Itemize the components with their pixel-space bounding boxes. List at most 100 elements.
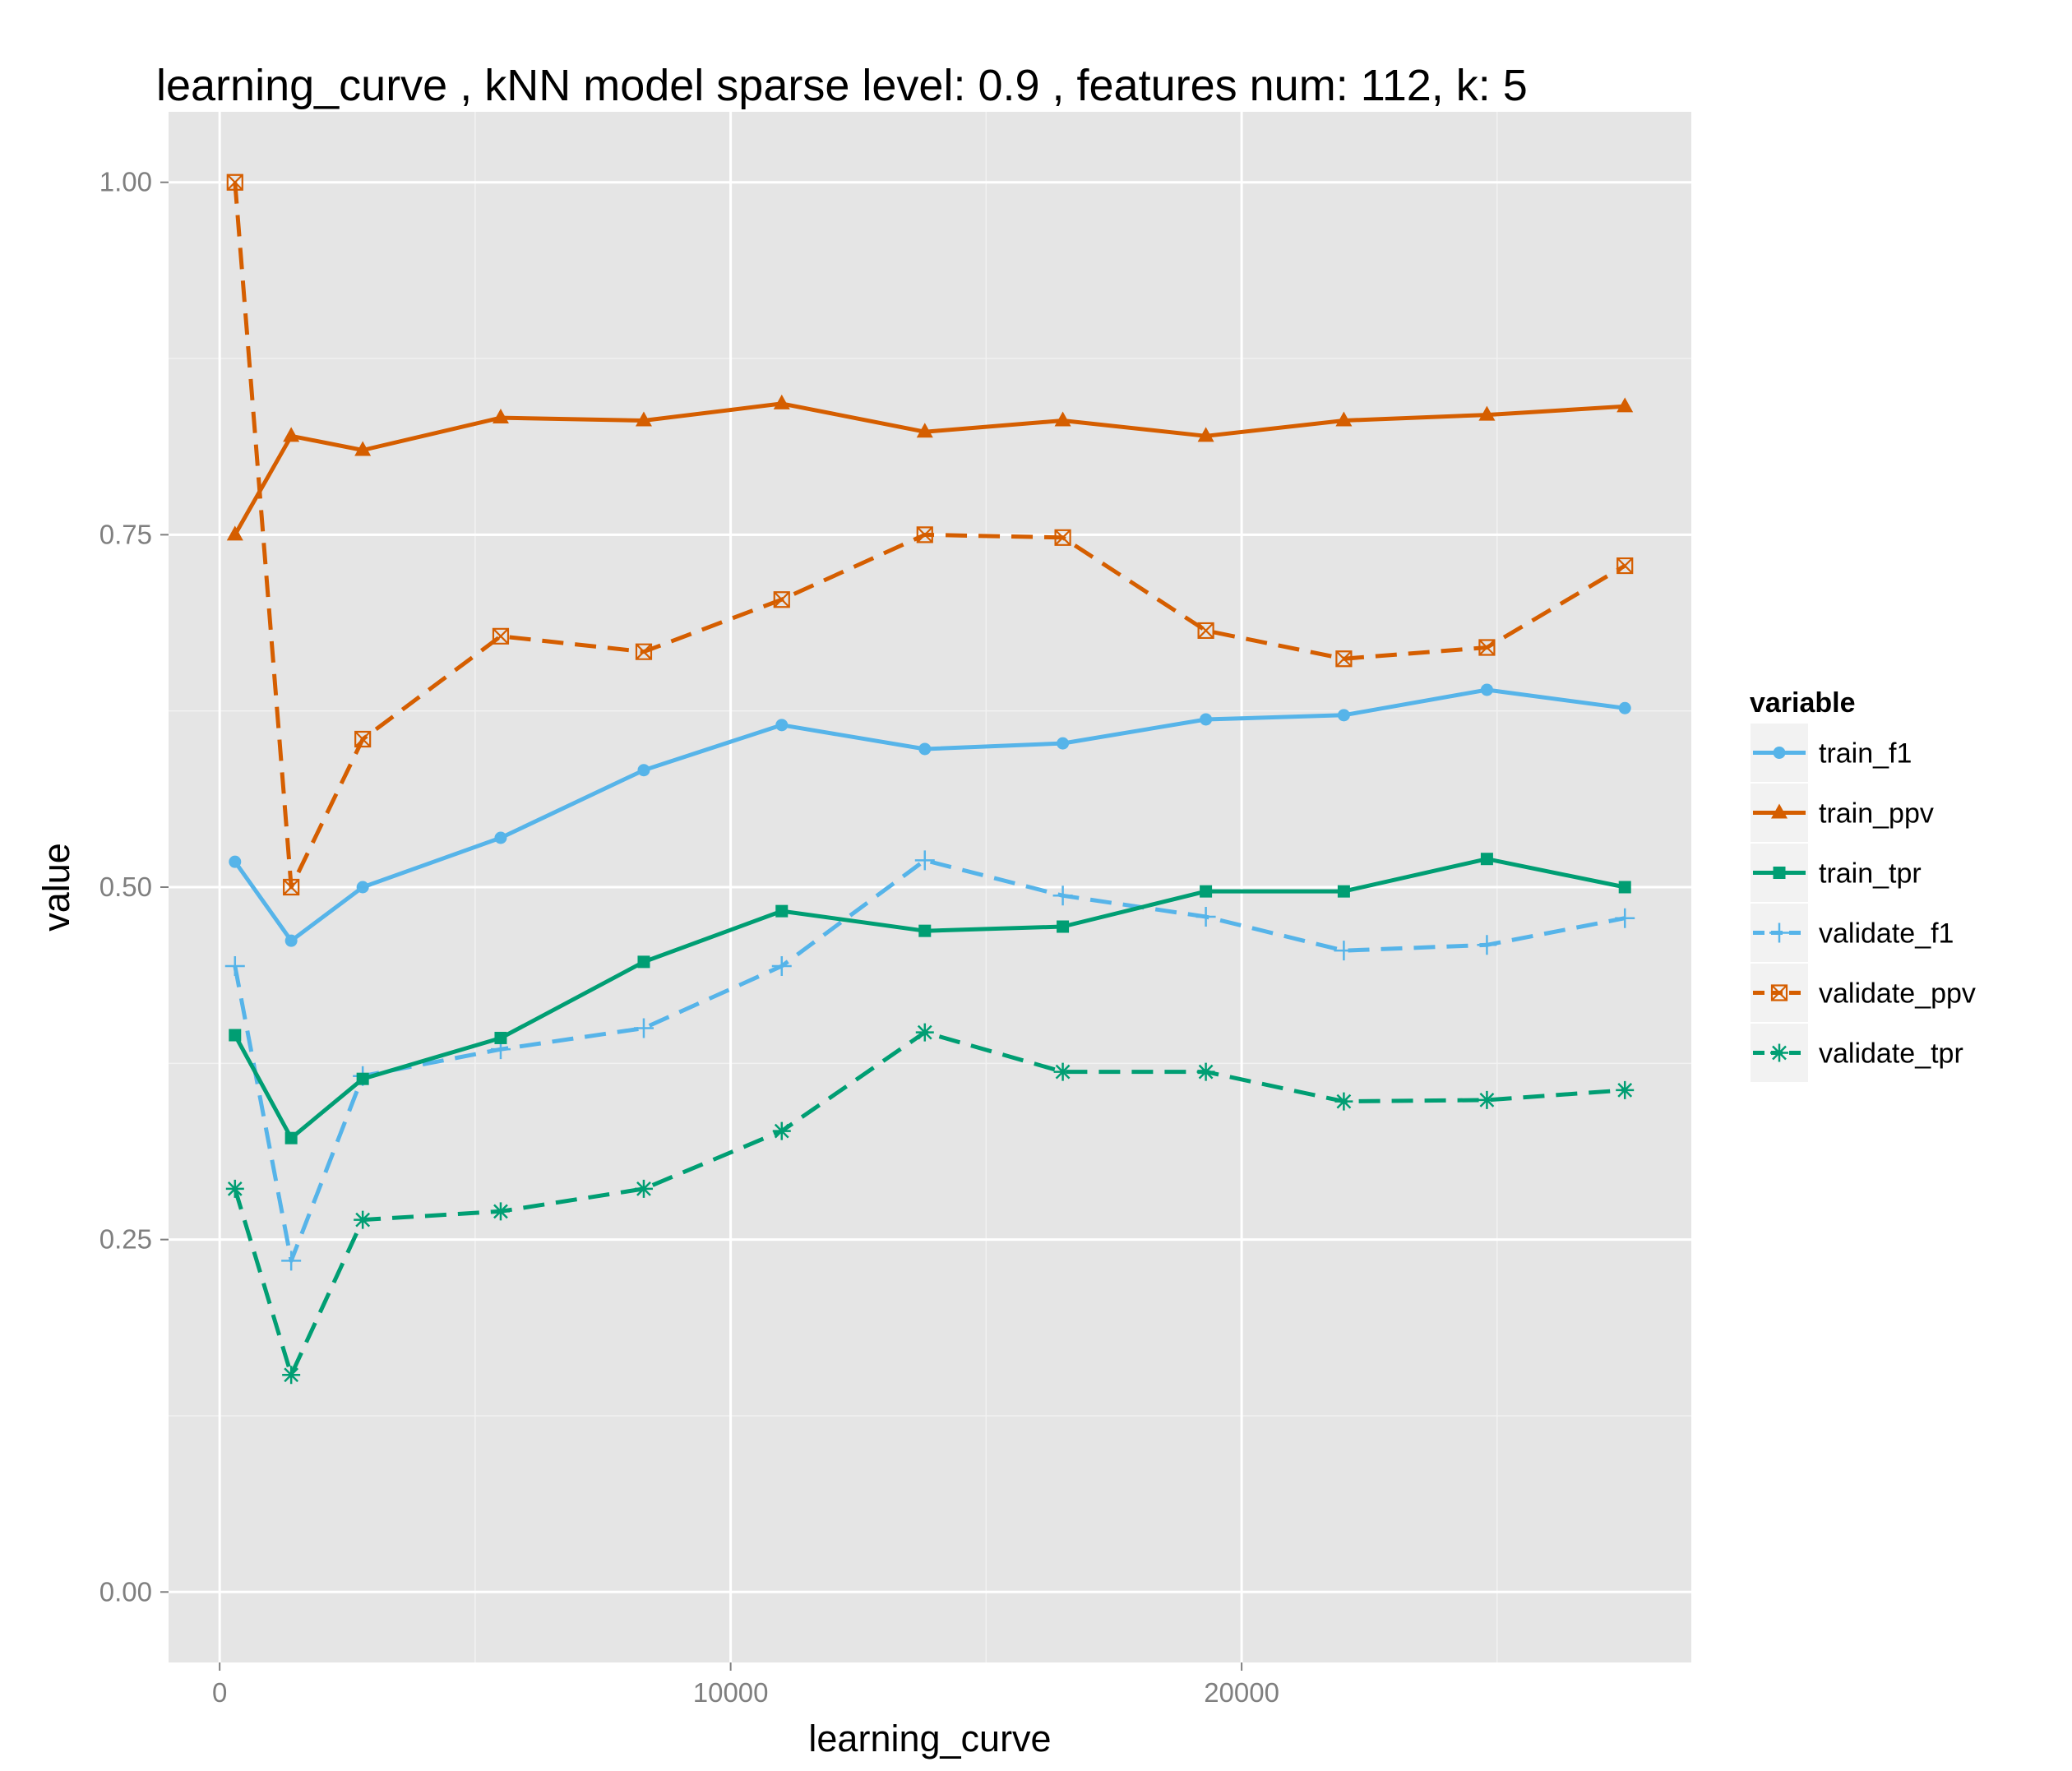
legend-title: variable	[1750, 687, 1856, 719]
series-validate_tpr	[225, 1023, 1635, 1385]
x-tick-label: 0	[212, 1677, 227, 1708]
series-line-train_tpr	[233, 857, 1626, 1140]
data-point-train_ppv	[492, 409, 509, 424]
data-point-validate_tpr	[772, 1121, 791, 1140]
data-point-validate_f1	[771, 956, 792, 977]
data-point-validate_f1	[1615, 908, 1635, 928]
series-layer	[224, 173, 1635, 1385]
legend-marker	[1771, 803, 1788, 819]
data-point-validate_tpr	[634, 1179, 653, 1198]
data-point-train_tpr	[229, 1029, 242, 1042]
data-point-train_tpr	[356, 1072, 369, 1085]
legend-label: train_tpr	[1819, 858, 1922, 890]
data-point-train_tpr	[494, 1031, 507, 1044]
legend-label: validate_tpr	[1819, 1038, 1963, 1070]
series-validate_ppv	[226, 173, 1634, 896]
data-point-validate_f1	[281, 1251, 302, 1271]
legend-item-train_ppv: train_ppv	[1749, 782, 1934, 844]
data-point-train_tpr	[284, 1131, 298, 1144]
data-point-train_tpr	[637, 955, 650, 969]
axes: 0 10000 20000 0.00 0.25 0.50 0.75 1.00	[99, 167, 1279, 1708]
data-point-validate_ppv	[283, 878, 300, 896]
data-point-train_ppv	[635, 411, 652, 427]
data-point-validate_ppv	[1478, 639, 1496, 656]
data-point-train_ppv	[1478, 405, 1496, 421]
chart-title: learning_curve , kNN model sparse level:…	[156, 61, 1528, 110]
data-point-train_f1	[494, 831, 507, 844]
legend-label: train_f1	[1819, 738, 1912, 770]
data-point-train_f1	[1200, 713, 1213, 726]
data-point-train_tpr	[1618, 881, 1631, 894]
series-line-validate_f1	[233, 858, 1626, 1263]
data-point-train_ppv	[1335, 411, 1353, 427]
data-point-train_f1	[1480, 683, 1493, 696]
legend-marker	[1773, 867, 1786, 879]
data-point-validate_ppv	[635, 643, 653, 660]
data-point-train_f1	[775, 719, 789, 732]
legend-marker	[1770, 984, 1788, 1001]
x-axis-title: learning_curve	[808, 1718, 1051, 1759]
legend-item-train_tpr: train_tpr	[1749, 842, 1922, 904]
legend-label: train_ppv	[1819, 798, 1934, 830]
data-point-train_tpr	[775, 904, 789, 918]
data-point-train_tpr	[1480, 853, 1493, 866]
y-tick-label: 0.75	[99, 519, 152, 549]
series-train_f1	[229, 683, 1631, 947]
data-point-validate_f1	[1334, 941, 1354, 961]
data-point-train_f1	[918, 742, 932, 756]
data-point-validate_ppv	[916, 526, 933, 543]
data-point-train_f1	[284, 934, 298, 947]
data-point-train_f1	[1337, 709, 1350, 722]
data-point-validate_f1	[633, 1018, 654, 1038]
series-train_tpr	[229, 853, 1631, 1144]
data-point-validate_ppv	[226, 173, 243, 191]
legend-item-validate_f1: validate_f1	[1749, 902, 1954, 964]
data-point-validate_ppv	[1197, 622, 1214, 640]
data-point-validate_tpr	[1478, 1090, 1496, 1109]
data-point-validate_f1	[914, 850, 935, 871]
data-point-validate_ppv	[354, 730, 372, 748]
legend-marker	[1769, 922, 1789, 943]
series-validate_f1	[224, 850, 1635, 1271]
data-point-train_ppv	[773, 394, 790, 409]
data-point-validate_tpr	[1616, 1080, 1635, 1099]
legend-marker	[1773, 747, 1786, 759]
data-point-train_tpr	[918, 924, 932, 937]
data-point-validate_tpr	[915, 1023, 934, 1042]
series-line-validate_tpr	[233, 1030, 1626, 1377]
legend-item-train_f1: train_f1	[1749, 722, 1912, 784]
legend: variable train_f1 train_ppv train_tprvalid…	[1749, 687, 1976, 1084]
series-train_ppv	[226, 394, 1634, 541]
data-point-train_ppv	[916, 423, 933, 438]
legend-item-validate_ppv: validate_ppv	[1749, 962, 1976, 1024]
data-point-train_tpr	[1200, 885, 1213, 898]
y-tick-label: 0.00	[99, 1576, 152, 1607]
data-point-validate_ppv	[1054, 529, 1071, 546]
data-point-validate_tpr	[354, 1210, 372, 1229]
data-point-train_f1	[356, 881, 369, 894]
data-point-validate_tpr	[491, 1202, 510, 1221]
data-point-validate_f1	[1477, 935, 1497, 955]
data-point-train_ppv	[1197, 427, 1214, 442]
y-tick-label: 0.25	[99, 1224, 152, 1255]
data-point-validate_tpr	[1196, 1062, 1215, 1081]
data-point-validate_f1	[1196, 907, 1216, 927]
series-line-train_ppv	[233, 401, 1626, 536]
data-point-train_ppv	[1616, 397, 1634, 413]
data-point-validate_tpr	[225, 1179, 244, 1198]
data-point-train_f1	[229, 855, 242, 868]
data-point-train_f1	[637, 764, 650, 777]
legend-marker	[1770, 1043, 1788, 1062]
data-point-validate_ppv	[1335, 650, 1353, 668]
data-point-train_tpr	[1337, 885, 1350, 898]
data-point-validate_ppv	[773, 591, 790, 608]
legend-label: validate_f1	[1819, 918, 1954, 950]
data-point-validate_tpr	[1334, 1092, 1353, 1111]
x-tick-label: 10000	[693, 1677, 769, 1708]
data-point-train_f1	[1057, 737, 1070, 750]
data-point-train_f1	[1618, 701, 1631, 714]
data-point-validate_ppv	[492, 627, 510, 645]
data-point-train_ppv	[1054, 411, 1071, 427]
data-point-validate_tpr	[282, 1366, 301, 1385]
